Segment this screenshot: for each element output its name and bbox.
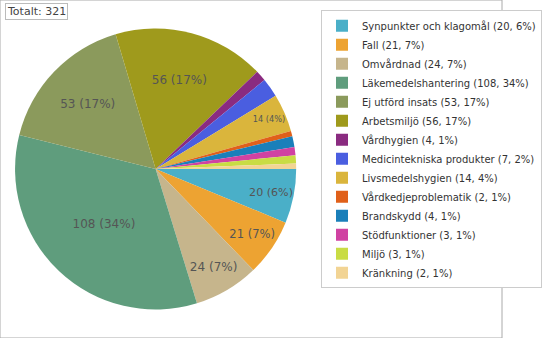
svg-text:20 (6%): 20 (6%) [249,186,293,199]
svg-text:21 (7%): 21 (7%) [229,227,275,241]
svg-text:Livsmedelshygien (14, 4%): Livsmedelshygien (14, 4%) [362,173,498,184]
svg-text:56 (17%): 56 (17%) [152,73,207,87]
svg-text:Totalt: 321: Totalt: 321 [7,5,66,18]
svg-text:53 (17%): 53 (17%) [60,97,115,111]
svg-text:Fall (21, 7%): Fall (21, 7%) [362,40,425,51]
svg-text:Arbetsmiljö (56, 17%): Arbetsmiljö (56, 17%) [362,116,471,127]
svg-text:24 (7%): 24 (7%) [190,260,237,274]
svg-text:108 (34%): 108 (34%) [73,217,136,231]
svg-text:Miljö (3, 1%): Miljö (3, 1%) [362,249,425,260]
svg-text:Vårdkedjeproblematik (2, 1%): Vårdkedjeproblematik (2, 1%) [362,191,511,203]
svg-text:14 (4%): 14 (4%) [253,114,285,124]
svg-text:Ej utförd insats (53, 17%): Ej utförd insats (53, 17%) [362,97,490,108]
svg-text:Synpunkter och klagomål (20, 6: Synpunkter och klagomål (20, 6%) [362,20,536,32]
svg-text:Omvårdnad (24, 7%): Omvårdnad (24, 7%) [362,58,467,70]
svg-text:Stödfunktioner (3, 1%): Stödfunktioner (3, 1%) [362,230,476,241]
svg-text:Brandskydd (4, 1%): Brandskydd (4, 1%) [362,211,461,222]
svg-text:Kränkning (2, 1%): Kränkning (2, 1%) [362,268,452,279]
svg-text:Medicintekniska produkter (7,: Medicintekniska produkter (7, 2%) [362,154,534,165]
svg-text:Läkemedelshantering (108, 34%): Läkemedelshantering (108, 34%) [362,78,529,89]
svg-text:Vårdhygien (4, 1%): Vårdhygien (4, 1%) [362,134,458,146]
